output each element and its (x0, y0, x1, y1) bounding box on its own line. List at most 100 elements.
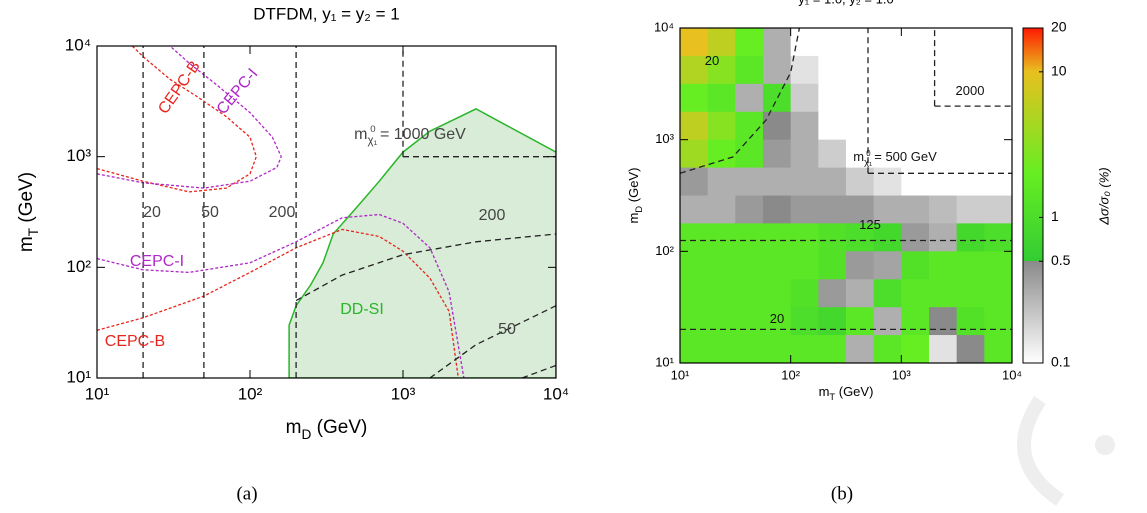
heatmap-cell (901, 111, 930, 141)
heatmap-cell (901, 223, 930, 252)
watermark-stroke (1017, 396, 1065, 506)
heatmap-cell (873, 55, 902, 85)
x-tick-label: 10¹ (85, 384, 110, 403)
colorbar-tick-label: 0.1 (1051, 354, 1071, 370)
heatmap-cell (707, 251, 736, 280)
label-text: 125 (859, 217, 881, 232)
chart-title: DTFDM, y₁ = y₂ = 1 (253, 4, 399, 23)
heatmap-cell (762, 28, 792, 57)
label-text: m (354, 126, 367, 143)
heatmap-cell (818, 251, 847, 280)
heatmap-cell (818, 83, 847, 113)
heatmap-cell (790, 195, 819, 224)
heatmap-cell (818, 279, 847, 308)
label-text: CEPC-B (155, 58, 204, 117)
heatmap-cell (984, 139, 1012, 169)
y-tick-label: 10¹ (655, 354, 674, 369)
heatmap-cell (901, 167, 930, 197)
label-text: 2000 (956, 83, 985, 98)
label-sub: D (302, 427, 312, 442)
line (97, 46, 282, 189)
heatmap-cell (873, 251, 902, 280)
heatmap-cell (762, 335, 792, 363)
heatmap-cell (707, 55, 736, 85)
heatmap-cell (901, 28, 930, 57)
annotation: 20 (770, 311, 784, 326)
heatmap-cell (790, 139, 819, 169)
heatmap-cell (901, 55, 930, 85)
heatmap-cell (845, 251, 875, 280)
label: mT (GeV) (819, 384, 874, 402)
heatmap-cell (735, 251, 764, 280)
chart: 0.1 0.5 1 10 20 Δσ/σ₀ (%) 10¹ 10² 10³ 10⁴ 10¹ 10² 10… (626, 0, 1111, 402)
heatmap-cell (928, 335, 958, 363)
heatmap-cell (984, 223, 1012, 252)
watermark-dot (1095, 435, 1115, 455)
heatmap-cell (762, 167, 792, 197)
label-text: CEPC-B (105, 333, 165, 350)
heatmap-cell (845, 111, 875, 141)
label-text: m (819, 384, 830, 399)
heatmap-cell (818, 167, 847, 197)
heatmap-cell (845, 83, 875, 113)
heatmap-cell (790, 335, 819, 363)
colorbar-tick-label: 10 (1051, 63, 1067, 79)
heatmap-cell (707, 28, 736, 57)
heatmap-cell (845, 223, 875, 252)
heatmap-cell (928, 111, 958, 141)
annotation: mχ₁0 = 500 GeV (853, 149, 937, 168)
colorbar-tick-label: 1 (1051, 208, 1059, 224)
heatmap-cell (680, 195, 709, 224)
heatmap-cell (790, 167, 819, 197)
heatmap-cell (901, 83, 930, 113)
heatmap-cell (735, 83, 764, 113)
label-text: 20 (705, 53, 719, 68)
label-text: 50 (201, 204, 219, 221)
heatmap-cell (873, 307, 902, 336)
heatmap-cell (790, 307, 819, 336)
heatmap-cell (873, 28, 902, 57)
heatmap-cell (818, 195, 847, 224)
heatmap-cell (873, 195, 902, 224)
heatmap-cell (762, 279, 792, 308)
heatmap-cell (901, 279, 930, 308)
heatmap-cell (818, 28, 847, 57)
label-text: 200 (269, 204, 296, 221)
x-tick-label: 10³ (892, 367, 911, 382)
x-tick-label: 10⁴ (1002, 367, 1022, 382)
heatmap-cell (873, 139, 902, 169)
heatmap-cell (680, 55, 709, 85)
heatmap-cell (845, 55, 875, 85)
label-text: 200 (479, 207, 506, 224)
label-text: m (286, 417, 302, 438)
annotation: CEPC-B (105, 333, 165, 350)
label-sub: T (26, 227, 41, 236)
heatmap-cell (790, 83, 819, 113)
heatmap-cell (818, 55, 847, 85)
label-sub: χ₁ (864, 157, 872, 167)
heatmap-cell (928, 139, 958, 169)
heatmap-cell (901, 251, 930, 280)
heatmap-cell (928, 279, 958, 308)
heatmap-cell (762, 139, 792, 169)
heatmap-cell (680, 83, 709, 113)
annotation: 50 (498, 321, 516, 338)
plot-area (97, 46, 556, 378)
heatmap-cell (928, 195, 958, 224)
label-sub: χ₁ (367, 135, 377, 147)
y-tick-label: 10³ (66, 146, 91, 165)
heatmap-cell (928, 167, 958, 197)
annotation: 50 (201, 204, 219, 221)
line (680, 28, 801, 174)
heatmap-cell (845, 195, 875, 224)
colorbar-tick-label: 20 (1051, 19, 1067, 35)
heatmap-cell (845, 307, 875, 336)
heatmap-cell (818, 335, 847, 363)
heatmap-cell (956, 195, 985, 224)
heatmap-cell (873, 223, 902, 252)
y-tick-label: 10⁴ (654, 19, 674, 34)
annotation: 200 (479, 207, 506, 224)
caption: (a) (236, 483, 257, 504)
heatmap-cell (735, 111, 764, 141)
heatmap-cell (956, 279, 985, 308)
